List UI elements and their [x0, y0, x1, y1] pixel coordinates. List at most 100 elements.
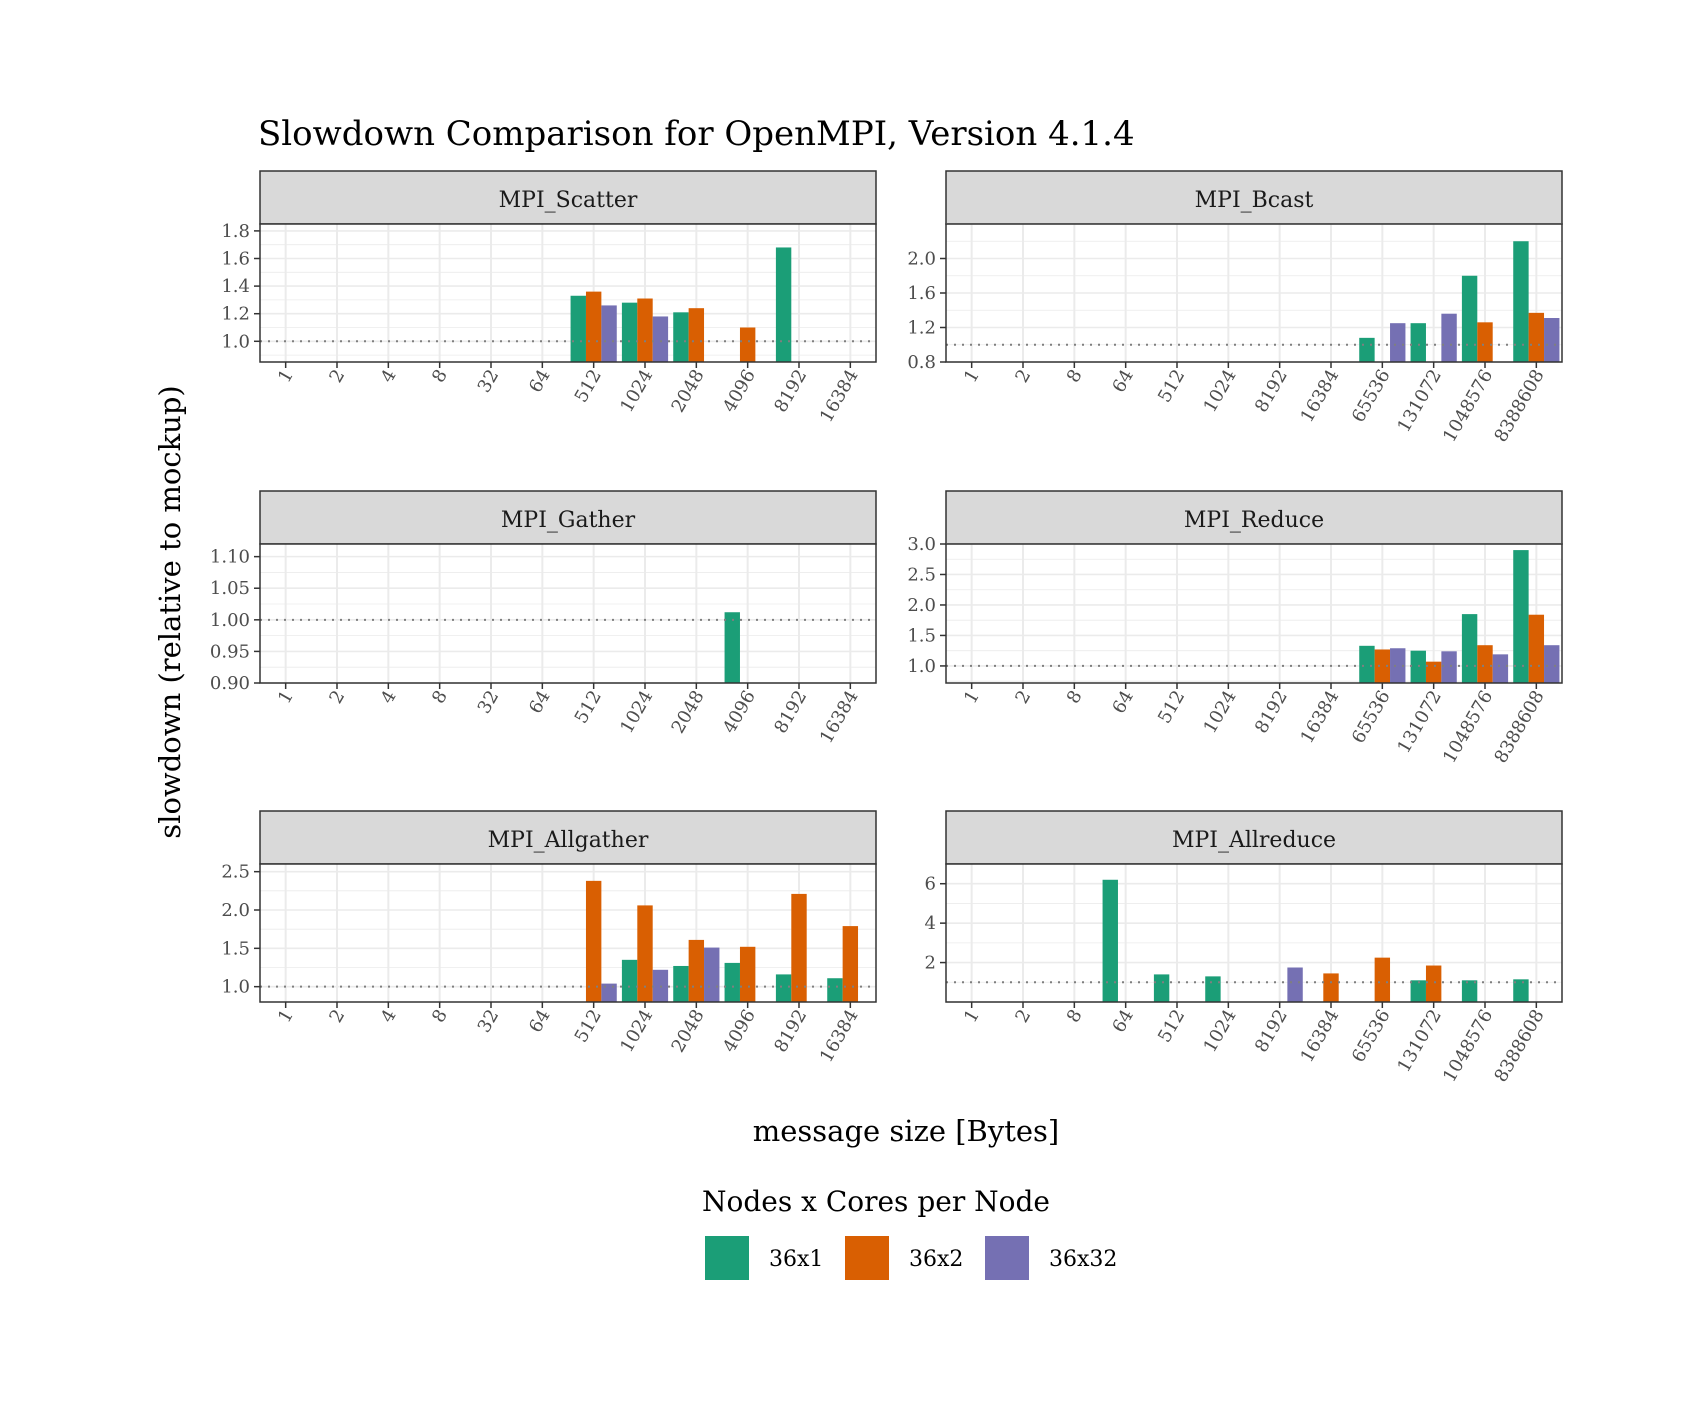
- panel-mpi-allgather: MPI_Allgather 1.0 1.5 2.0 2.5 1 2 4 8 32 64 512 1024…: [221, 810, 877, 1066]
- x-tick-label: 512: [571, 1006, 606, 1046]
- bar-mpi-allgather-36x1-8192: [775, 974, 792, 1002]
- bar-mpi-scatter-36x2-4096: [739, 327, 756, 362]
- y-tick-label: 3.0: [907, 534, 936, 555]
- x-tick-label: 8192: [770, 1006, 811, 1056]
- plot-area: [260, 544, 876, 683]
- bar-mpi-reduce-36x2-8388608: [1528, 614, 1545, 683]
- x-tick-label: 4: [377, 1006, 401, 1026]
- y-tick-label: 1.2: [221, 304, 250, 325]
- x-tick-label: 1: [274, 366, 298, 386]
- bar-mpi-bcast-36x32-8388608: [1544, 318, 1560, 362]
- chart-title: Slowdown Comparison for OpenMPI, Version…: [258, 114, 1135, 154]
- bar-mpi-scatter-36x1-8192: [775, 247, 792, 362]
- x-tick-label: 4096: [719, 366, 760, 416]
- bar-mpi-allreduce-36x2-131072: [1425, 965, 1442, 1002]
- facet-title: MPI_Scatter: [499, 188, 638, 213]
- x-tick-label: 1048576: [1439, 366, 1497, 446]
- legend-item-36x1: 36x1: [705, 1236, 823, 1280]
- x-tick-label: 8: [1063, 1006, 1087, 1026]
- bar-mpi-allreduce-36x1-1024: [1205, 976, 1221, 1002]
- x-tick-label: 1048576: [1439, 687, 1497, 767]
- x-tick-label: 1048576: [1439, 1006, 1497, 1086]
- y-tick-label: 1.0: [221, 977, 250, 998]
- y-tick-label: 6: [925, 874, 936, 895]
- x-tick-label: 4096: [719, 687, 760, 737]
- legend-label: 36x32: [1049, 1247, 1117, 1272]
- bar-mpi-bcast-36x1-131072: [1410, 323, 1426, 362]
- panel-mpi-allreduce: MPI_Allreduce 2 4 6 1 2 8 64 512 1024 8192 16384 655…: [925, 810, 1563, 1086]
- legend-item-36x2: 36x2: [845, 1236, 963, 1280]
- bar-mpi-scatter-36x1-2048: [673, 312, 689, 362]
- bar-mpi-scatter-36x2-2048: [688, 308, 705, 362]
- plot-area: [946, 544, 1562, 683]
- x-tick-label: 2048: [668, 1006, 709, 1056]
- x-tick-label: 8192: [1251, 1006, 1292, 1056]
- x-tick-label: 64: [525, 687, 555, 717]
- facet-strip: [259, 490, 877, 545]
- panel-mpi-scatter: MPI_Scatter 1.0 1.2 1.4 1.6 1.8 1 2 4 8 32 64 512 102…: [221, 170, 877, 426]
- x-tick-label: 512: [1154, 687, 1189, 727]
- legend-swatch: [985, 1236, 1029, 1280]
- y-tick-label: 1.10: [210, 547, 250, 568]
- bar-mpi-allreduce-36x32-8192: [1287, 967, 1303, 1002]
- bar-mpi-gather-36x1-4096: [724, 612, 740, 683]
- bar-mpi-bcast-36x1-1048576: [1461, 275, 1478, 362]
- y-tick-label: 0.90: [210, 673, 250, 694]
- y-tick-label: 1.5: [221, 938, 250, 959]
- x-tick-label: 32: [474, 366, 504, 396]
- bar-mpi-allgather-36x32-2048: [704, 947, 720, 1002]
- x-tick-label: 2: [1011, 366, 1035, 386]
- x-tick-label: 8388608: [1490, 687, 1548, 767]
- x-tick-label: 16384: [816, 366, 863, 426]
- x-tick-label: 8: [1063, 366, 1087, 386]
- x-tick-label: 2: [325, 1006, 349, 1026]
- bar-mpi-allgather-36x1-16384: [827, 978, 843, 1002]
- x-tick-label: 64: [1108, 366, 1138, 396]
- x-tick-label: 1024: [616, 687, 657, 737]
- y-tick-label: 4: [925, 913, 936, 934]
- legend-swatch: [845, 1236, 889, 1280]
- bar-mpi-bcast-36x1-65536: [1359, 337, 1375, 362]
- bar-mpi-scatter-36x2-1024: [637, 298, 653, 362]
- bar-mpi-bcast-36x32-65536: [1390, 323, 1406, 362]
- bar-mpi-allgather-36x32-512: [601, 983, 617, 1002]
- bar-mpi-reduce-36x32-131072: [1441, 651, 1457, 683]
- y-tick-label: 2: [925, 953, 936, 974]
- x-tick-label: 512: [1154, 1006, 1189, 1046]
- x-tick-label: 2: [1011, 687, 1035, 707]
- x-tick-label: 8388608: [1490, 1006, 1548, 1086]
- facet-title: MPI_Reduce: [1184, 508, 1324, 533]
- x-tick-label: 8: [1063, 687, 1087, 707]
- x-tick-label: 8388608: [1490, 366, 1548, 446]
- x-tick-label: 64: [525, 366, 555, 396]
- y-tick-label: 1.5: [907, 625, 936, 646]
- panel-mpi-bcast: MPI_Bcast 0.8 1.2 1.6 2.0 1 2 8 64 512 1024 8192 163…: [907, 170, 1563, 446]
- x-tick-label: 2: [1011, 1006, 1035, 1026]
- y-tick-label: 2.5: [221, 862, 250, 883]
- panel-border: [259, 863, 877, 1003]
- x-tick-label: 65536: [1348, 366, 1395, 426]
- y-tick-label: 0.95: [210, 641, 250, 662]
- x-tick-label: 16384: [1297, 366, 1344, 426]
- x-tick-label: 8: [428, 687, 452, 707]
- y-tick-label: 1.2: [907, 318, 936, 339]
- x-tick-label: 64: [1108, 1006, 1138, 1036]
- x-tick-label: 1024: [1200, 1006, 1241, 1056]
- x-tick-label: 4096: [719, 1006, 760, 1056]
- y-tick-label: 0.8: [907, 352, 936, 373]
- bar-mpi-allreduce-36x1-64: [1102, 879, 1118, 1002]
- bar-mpi-scatter-36x2-512: [585, 291, 602, 362]
- x-tick-label: 131072: [1393, 1006, 1446, 1076]
- panel-mpi-gather: MPI_Gather 0.90 0.95 1.00 1.05 1.10 1 2 4 8 32 64 51…: [210, 490, 877, 747]
- bar-mpi-bcast-36x1-8388608: [1513, 241, 1529, 362]
- bar-mpi-reduce-36x1-1048576: [1461, 614, 1478, 683]
- x-tick-label: 16384: [816, 1006, 863, 1066]
- y-tick-label: 1.0: [221, 331, 250, 352]
- x-tick-label: 32: [474, 687, 504, 717]
- x-tick-label: 4: [377, 687, 401, 707]
- bar-mpi-allreduce-36x1-131072: [1410, 980, 1426, 1002]
- legend-label: 36x2: [909, 1247, 963, 1272]
- x-tick-label: 1024: [1200, 687, 1241, 737]
- bar-mpi-allgather-36x2-4096: [739, 946, 756, 1002]
